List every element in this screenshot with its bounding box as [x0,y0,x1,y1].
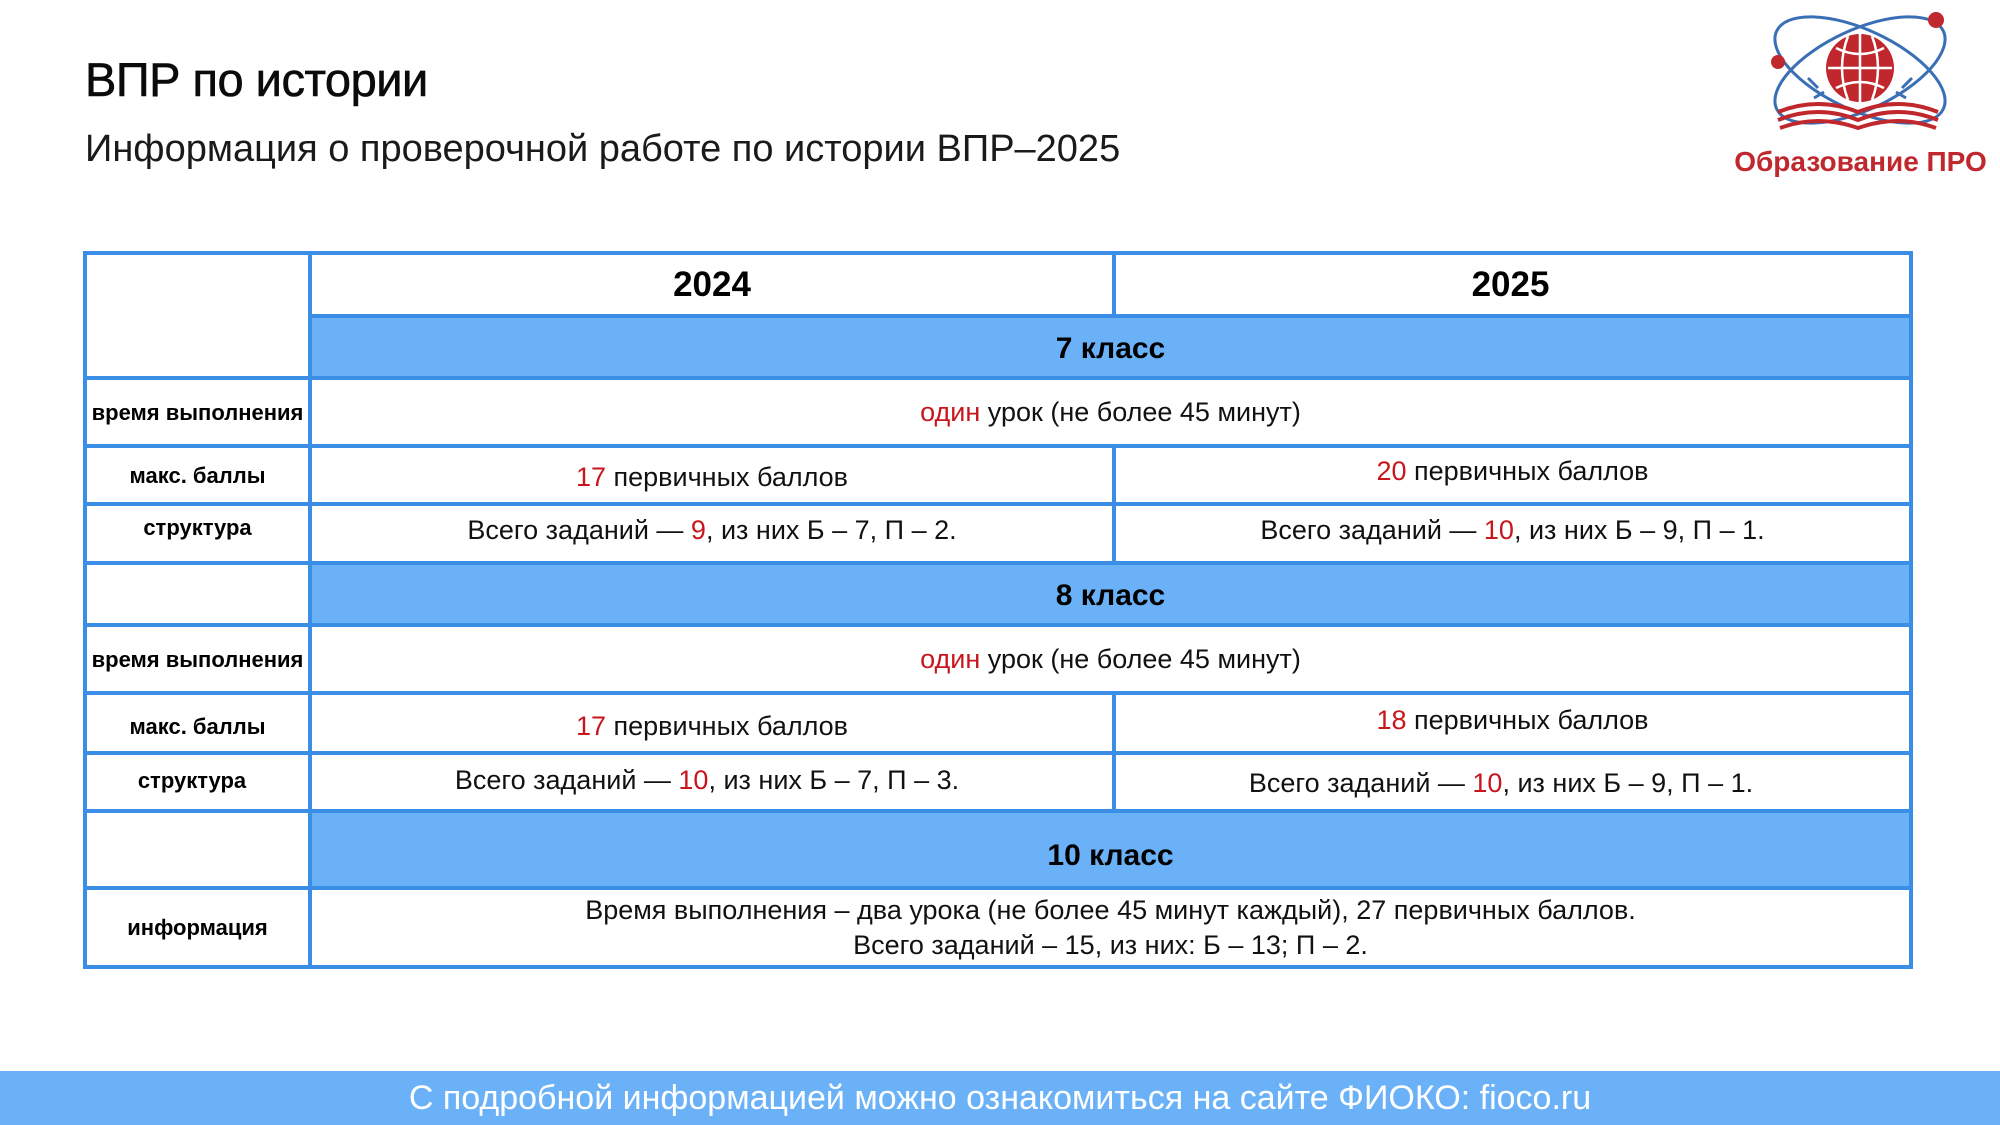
row-label-time-7: время выполнения [91,399,304,425]
divider [1112,691,1116,813]
year-header-2025: 2025 [1112,255,1909,314]
divider [1112,255,1116,318]
score-8-2025: 18 первичных баллов [1376,704,1649,735]
comparison-table: 7 класс 8 класс 10 класс 2024 2025 время… [83,251,1913,969]
year-2025: 2025 [1471,264,1550,304]
divider [87,561,1909,565]
row-label-score-7: макс. баллы [129,462,266,488]
footer-banner: С подробной информацией можно ознакомить… [0,1071,2000,1125]
divider [87,691,1909,695]
row-label-info-10: информация [127,915,268,940]
structure-8-2024: Всего заданий — 10, из них Б – 7, П – 3. [454,764,960,795]
divider [87,809,1909,813]
info-10-line-1: Время выполнения – два урока (не более 4… [585,894,1636,925]
grade-10-label: 10 класс [1047,838,1174,872]
row-label-structure-8: структура [137,767,247,793]
time-7-value: один урок (не более 45 минут) [920,396,1301,427]
logo-text: Образование ПРО [1734,146,1987,177]
grade-8-label: 8 класс [1055,579,1166,612]
info-10-line-2: Всего заданий – 15, из них: Б – 13; П – … [853,929,1368,960]
divider [87,376,1909,380]
page-title: ВПР по истории [85,53,429,107]
time-8-value: один урок (не более 45 минут) [920,643,1301,674]
row-label-time-8: время выполнения [91,646,304,672]
divider [87,751,1909,755]
divider [1112,444,1116,565]
grade-7-label: 7 класс [1055,332,1166,365]
score-7-2024: 17 первичных баллов [575,461,849,492]
structure-8-2025: Всего заданий — 10, из них Б – 9, П – 1. [1248,767,1754,798]
divider [308,314,1909,318]
logo-emblem-icon [1771,12,1947,131]
score-8-2024: 17 первичных баллов [575,710,849,741]
grade-7-band: 7 класс [312,318,1909,380]
divider [87,444,1909,448]
divider [308,255,312,965]
grade-8-band: 8 класс [312,565,1909,627]
year-2024: 2024 [673,264,751,304]
info-10-value: Время выполнения – два урока (не более 4… [312,890,1909,965]
divider [87,623,1909,627]
row-label-score-8: макс. баллы [129,713,266,739]
structure-7-2025: Всего заданий — 10, из них Б – 9, П – 1. [1260,515,1765,545]
divider [87,886,1909,890]
footer-text: С подробной информацией можно ознакомить… [408,1078,1592,1117]
grade-10-band: 10 класс [312,813,1909,886]
score-7-2025: 20 первичных баллов [1376,455,1649,486]
structure-7-2024: Всего заданий — 9, из них Б – 7, П – 2. [467,515,957,545]
row-label-structure-7: структура [143,515,252,540]
year-header-2024: 2024 [312,255,1112,314]
divider [87,502,1909,506]
page-subtitle: Информация о проверочной работе по истор… [85,128,1121,170]
